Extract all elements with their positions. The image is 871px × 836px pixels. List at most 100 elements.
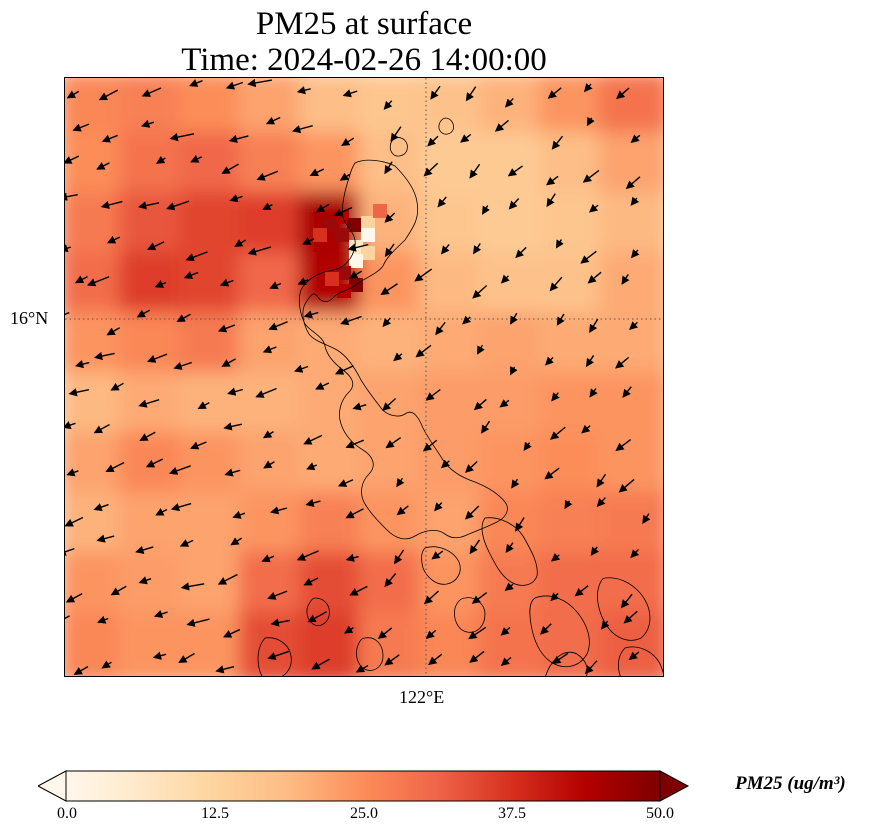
wind-arrow: [384, 161, 393, 175]
wind-arrow: [494, 119, 509, 132]
colorbar-tick: 50.0: [646, 805, 674, 822]
wind-arrow: [471, 591, 488, 604]
wind-arrow: [345, 439, 364, 449]
wind-arrow: [615, 356, 630, 369]
wind-arrow: [65, 421, 76, 430]
wind-arrow: [247, 246, 272, 256]
wind-arrow: [270, 618, 290, 627]
wind-arrow: [261, 554, 275, 563]
wind-arrow: [515, 517, 525, 532]
wind-arrow: [349, 585, 368, 596]
wind-arrow: [630, 134, 641, 144]
wind-arrow: [169, 133, 195, 142]
wind-arrow: [170, 502, 192, 512]
wind-arrow: [511, 478, 520, 489]
wind-arrow: [555, 239, 564, 249]
wind-arrow: [155, 507, 168, 516]
wind-arrow: [481, 420, 491, 434]
wind-arrow: [65, 615, 70, 620]
wind-arrow: [186, 618, 210, 627]
pm25-map: [64, 77, 664, 677]
wind-arrow: [303, 434, 323, 445]
wind-arrow: [153, 609, 168, 618]
colorbar-tick: 25.0: [350, 805, 378, 822]
wind-arrow: [616, 87, 630, 100]
wind-arrow: [147, 353, 168, 363]
wind-arrow: [629, 321, 639, 331]
wind-arrow: [342, 89, 358, 98]
wind-arrow: [265, 116, 281, 125]
wind-arrow: [139, 431, 156, 442]
colorbar: [38, 770, 690, 802]
wind-arrow: [262, 430, 274, 439]
wind-arrow: [440, 243, 450, 255]
wind-arrow: [179, 539, 194, 547]
wind-arrow: [247, 78, 272, 88]
wind-arrow: [468, 626, 487, 640]
colorbar-tick: 12.5: [201, 805, 229, 822]
colorbar-max-extend: [659, 770, 690, 802]
wind-arrow: [141, 119, 155, 128]
heatmap-cell: [599, 612, 663, 676]
wind-arrow: [110, 585, 127, 596]
wind-arrow: [414, 268, 433, 282]
wind-arrow: [110, 382, 124, 391]
wind-arrow: [396, 477, 405, 488]
wind-arrow: [589, 318, 599, 333]
wind-arrow: [65, 192, 78, 201]
wind-arrow: [623, 610, 638, 624]
wind-arrow: [482, 205, 490, 215]
wind-arrow: [234, 239, 247, 248]
wind-arrow: [382, 317, 392, 328]
wind-arrow: [550, 426, 566, 440]
wind-arrow: [642, 513, 651, 525]
wind-arrow: [334, 365, 354, 375]
wind-arrow: [138, 576, 152, 585]
wind-arrow: [472, 243, 482, 255]
wind-arrow: [100, 200, 123, 210]
wind-arrow: [178, 652, 195, 664]
wind-arrow: [621, 274, 630, 285]
wind-arrow: [552, 652, 569, 665]
wind-arrow: [348, 270, 362, 279]
wind-arrow: [340, 315, 362, 326]
wind-arrow: [294, 364, 309, 373]
wind-arrow: [291, 124, 313, 134]
wind-arrow: [423, 590, 439, 605]
wind-arrow: [228, 134, 249, 143]
wind-arrow: [583, 83, 593, 93]
wind-arrow: [263, 460, 275, 469]
wind-arrow: [337, 479, 354, 487]
hotspot-cell: [335, 228, 349, 242]
wind-arrow: [600, 620, 610, 630]
wind-arrow: [347, 243, 369, 252]
wind-arrow: [473, 398, 487, 411]
wind-arrow: [390, 126, 402, 142]
wind-arrow: [556, 313, 565, 326]
wind-arrow: [86, 276, 110, 287]
wind-arrow: [580, 250, 597, 264]
wind-arrow: [500, 626, 511, 636]
wind-arrow: [339, 172, 351, 181]
wind-arrow: [106, 327, 120, 336]
wind-arrow: [152, 651, 167, 660]
wind-arrow: [589, 388, 598, 398]
wind-arrow: [344, 625, 354, 634]
colorbar-tick: 37.5: [498, 805, 526, 822]
colorbar-label: PM25 (ug/m³): [735, 773, 846, 794]
wind-arrow: [97, 615, 109, 624]
wind-arrow: [221, 163, 239, 174]
wind-arrow: [183, 271, 199, 279]
wind-arrow: [93, 503, 109, 512]
wind-arrow: [215, 665, 235, 674]
wind-arrow: [544, 467, 560, 480]
wind-arrow: [255, 387, 277, 398]
wind-arrow: [415, 344, 432, 358]
wind-arrow: [141, 87, 162, 97]
wind-arrow: [425, 629, 437, 640]
wind-arrow: [221, 358, 236, 367]
wind-arrow: [469, 650, 485, 663]
wind-arrow: [180, 582, 205, 591]
wind-arrow: [101, 134, 118, 143]
wind-arrow: [622, 386, 632, 398]
